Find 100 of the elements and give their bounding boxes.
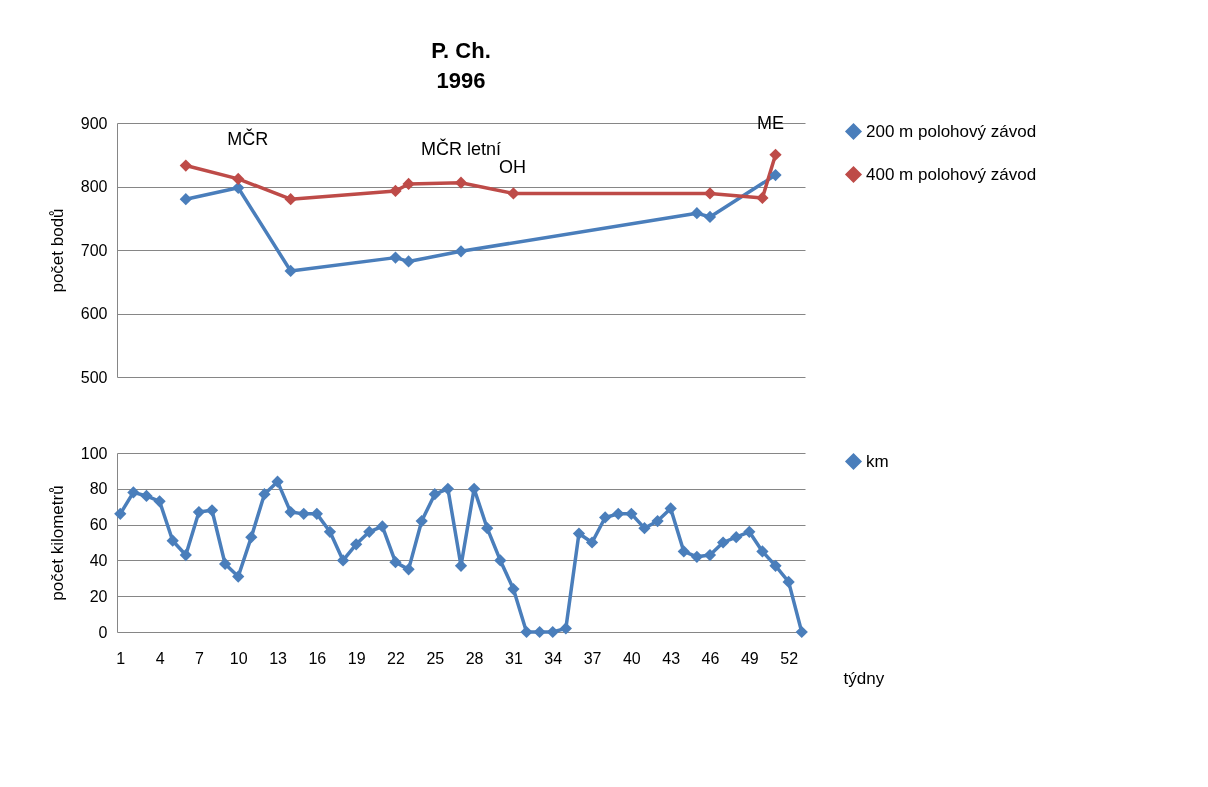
point <box>756 545 769 558</box>
point <box>703 187 717 200</box>
y-tick-label: 0 <box>98 623 108 641</box>
point <box>716 536 730 549</box>
point <box>166 534 179 547</box>
point <box>533 625 546 639</box>
point <box>782 575 795 588</box>
point <box>520 625 533 639</box>
y-tick-label: 40 <box>89 551 108 569</box>
point <box>651 514 664 528</box>
point <box>114 507 127 520</box>
chart-subtitle: 1996 <box>436 68 486 93</box>
point <box>284 264 297 278</box>
y-axis-title: počet bodů <box>47 208 67 293</box>
point <box>389 251 402 264</box>
point <box>284 193 297 206</box>
point <box>232 172 245 185</box>
point <box>258 488 271 501</box>
point <box>402 563 415 576</box>
point <box>690 207 704 220</box>
x-tick-label: 46 <box>701 649 720 667</box>
x-tick-label: 37 <box>583 649 602 667</box>
point <box>703 548 717 562</box>
y-tick-label: 700 <box>80 241 108 259</box>
legend-label: 200 m polohový závod <box>866 121 1037 141</box>
x-tick-label: 16 <box>308 649 327 667</box>
point <box>192 505 206 519</box>
point <box>389 556 402 569</box>
point <box>638 522 651 535</box>
y-tick-label: 800 <box>80 178 108 195</box>
point <box>599 511 612 524</box>
x-tick-label: 31 <box>505 649 523 667</box>
point <box>428 488 441 501</box>
point <box>743 525 756 538</box>
annotation: ME <box>757 113 785 134</box>
x-tick-label: 43 <box>662 649 681 667</box>
point <box>245 531 258 544</box>
point <box>323 525 337 538</box>
point <box>795 625 808 639</box>
annotation: OH <box>499 156 527 177</box>
legend-label: km <box>866 451 889 471</box>
y-axis-title: počet kilometrů <box>47 485 67 601</box>
point <box>284 505 297 519</box>
point <box>507 582 520 596</box>
point <box>218 557 232 571</box>
point <box>153 495 166 508</box>
y-tick-label: 100 <box>80 444 108 462</box>
point <box>127 486 140 499</box>
x-tick-label: 13 <box>269 649 288 667</box>
point <box>585 536 599 549</box>
x-axis-title: týdny <box>843 668 885 688</box>
point <box>494 554 507 567</box>
annotation: MČR <box>227 127 269 149</box>
point <box>389 184 402 198</box>
chart-title: P. Ch. <box>431 38 491 63</box>
point <box>664 502 677 515</box>
annotation: MČR letní <box>420 137 502 159</box>
point <box>232 570 245 583</box>
x-tick-label: 22 <box>387 649 405 667</box>
point <box>769 148 782 161</box>
x-tick-label: 49 <box>740 649 759 667</box>
legend-label: 400 m polohový závod <box>866 164 1037 184</box>
point <box>336 554 350 567</box>
point <box>271 475 284 488</box>
point <box>402 255 415 268</box>
y-tick-label: 80 <box>89 480 108 498</box>
point <box>467 482 481 495</box>
x-tick-label: 34 <box>544 649 563 667</box>
point <box>441 482 455 495</box>
x-tick-label: 40 <box>622 649 641 667</box>
point <box>402 177 415 191</box>
point <box>559 622 572 635</box>
point <box>179 548 192 562</box>
point <box>350 538 363 551</box>
point <box>625 507 638 520</box>
point <box>179 193 192 206</box>
x-tick-label: 4 <box>155 649 165 667</box>
point <box>297 507 310 520</box>
x-tick-label: 28 <box>465 649 484 667</box>
point <box>703 210 717 224</box>
point <box>481 522 494 535</box>
point <box>140 489 153 503</box>
x-tick-label: 19 <box>347 649 366 667</box>
point <box>454 176 468 189</box>
x-tick-label: 1 <box>116 649 126 667</box>
point <box>179 159 192 172</box>
point <box>454 245 468 258</box>
y-tick-label: 600 <box>80 305 108 322</box>
point <box>546 625 559 639</box>
point <box>690 550 704 563</box>
point <box>730 531 743 544</box>
x-tick-label: 7 <box>194 649 204 667</box>
y-tick-label: 500 <box>80 368 108 386</box>
point <box>769 559 782 572</box>
x-tick-label: 25 <box>426 649 445 667</box>
point <box>415 514 428 528</box>
point <box>677 545 690 558</box>
point <box>572 527 586 540</box>
y-tick-label: 20 <box>89 587 108 605</box>
y-tick-label: 60 <box>89 516 108 534</box>
